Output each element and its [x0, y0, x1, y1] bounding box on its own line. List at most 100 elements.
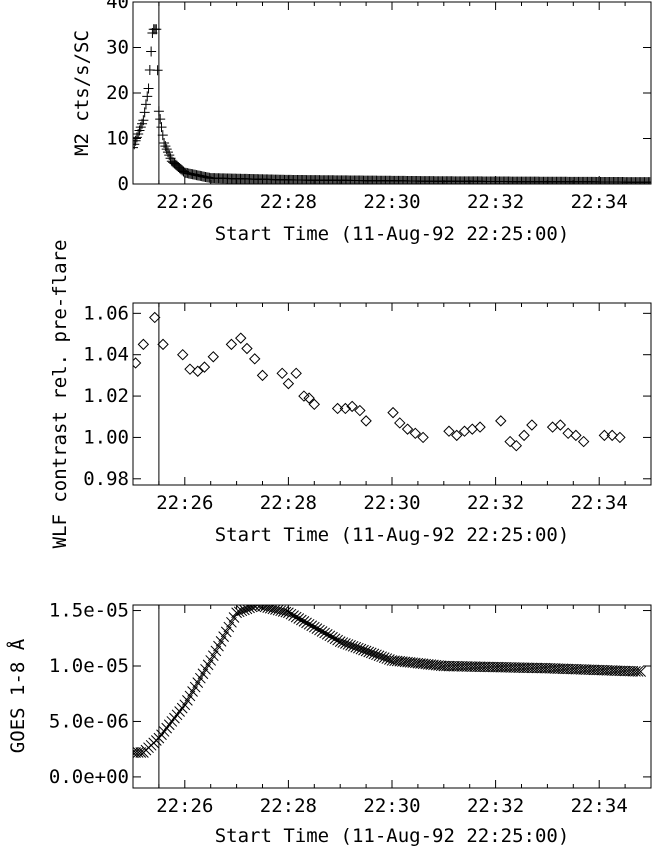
- data-point: [417, 431, 429, 444]
- data-point: [249, 353, 261, 365]
- x-tick-label: 22:34: [571, 492, 628, 514]
- data-point: [174, 706, 185, 717]
- data-point: [184, 363, 196, 375]
- data-point: [207, 351, 219, 363]
- data-point: [632, 666, 644, 677]
- data-point: [565, 663, 577, 675]
- data-point: [177, 348, 189, 361]
- data-point: [601, 664, 613, 676]
- data-point: [485, 661, 496, 673]
- y-axis-title: GOES 1-8 Å: [6, 638, 29, 753]
- data-point: [604, 665, 615, 676]
- x-tick-label: 22:34: [571, 795, 628, 817]
- data-point: [387, 406, 399, 419]
- data-point: [354, 404, 366, 417]
- data-point: [256, 369, 269, 382]
- data-point: [479, 661, 491, 673]
- data-point: [498, 661, 509, 673]
- data-point: [622, 665, 634, 677]
- data-point: [630, 666, 641, 677]
- y-axis-title: M2 cts/s/SC: [71, 30, 93, 156]
- y-tick-label: 30: [106, 37, 129, 59]
- data-point: [329, 633, 341, 645]
- data-point: [360, 415, 372, 427]
- data-point: [624, 665, 636, 677]
- data-point: [133, 747, 139, 758]
- data-point: [534, 662, 545, 674]
- data-point: [135, 747, 147, 758]
- data-point: [241, 342, 253, 355]
- data-point: [282, 377, 295, 390]
- data-point: [332, 634, 343, 646]
- data-point: [552, 663, 564, 674]
- data-point: [570, 429, 582, 442]
- x-tick-label: 22:28: [260, 191, 317, 213]
- data-point: [453, 660, 465, 672]
- data-point: [198, 361, 211, 373]
- y-tick-label: 1.5e-05: [49, 600, 129, 622]
- data-point: [609, 665, 621, 676]
- data-point: [577, 435, 590, 448]
- data-points: [133, 311, 626, 452]
- data-point: [401, 423, 414, 435]
- data-point: [283, 607, 294, 619]
- x-axis-title: Start Time (11-Aug-92 22:25:00): [215, 223, 570, 245]
- x-axis-title: Start Time (11-Aug-92 22:25:00): [215, 825, 570, 847]
- x-tick-label: 22:32: [467, 795, 524, 817]
- data-point: [301, 617, 312, 629]
- data-point: [547, 663, 558, 674]
- x-tick-label: 22:34: [571, 191, 628, 213]
- data-point: [443, 425, 455, 437]
- data-point: [562, 663, 574, 675]
- m2-count-rate-panel: 22:26 22:28 22:30 22:32 22:34 0 10 20 30 40 Star…: [71, 0, 652, 245]
- data-point: [526, 662, 538, 674]
- data-point: [161, 722, 173, 734]
- data-point: [438, 660, 450, 672]
- data-point: [617, 665, 628, 677]
- data-point: [586, 664, 597, 676]
- y-tick-label: 0.0e+00: [49, 766, 129, 788]
- data-point: [177, 165, 188, 176]
- data-point: [599, 664, 610, 676]
- data-point: [146, 46, 157, 57]
- data-point: [303, 618, 315, 630]
- data-point: [518, 662, 530, 674]
- data-point: [303, 392, 315, 404]
- data-point: [567, 663, 579, 675]
- data-point: [505, 662, 517, 673]
- data-point: [508, 662, 520, 673]
- data-point: [646, 177, 651, 184]
- data-point: [490, 661, 501, 673]
- data-point: [573, 663, 584, 675]
- data-point: [596, 664, 608, 676]
- data-point: [171, 709, 183, 721]
- data-point: [591, 664, 602, 676]
- y-axis: 0.98 1.00 1.02 1.04 1.06: [83, 302, 651, 490]
- data-point: [495, 661, 507, 673]
- y-tick-label: 1.02: [83, 385, 129, 407]
- data-point: [554, 663, 566, 675]
- data-point: [523, 662, 535, 674]
- data-point: [614, 665, 626, 677]
- plot-frame: [132, 604, 652, 789]
- data-point: [521, 662, 533, 674]
- data-point: [529, 662, 540, 674]
- data-point: [482, 661, 494, 673]
- data-point: [163, 719, 175, 731]
- data-point: [513, 662, 525, 673]
- data-point: [394, 417, 406, 429]
- data-point: [459, 661, 470, 672]
- data-point: [225, 338, 238, 351]
- data-point: [549, 663, 561, 674]
- data-point: [133, 142, 138, 153]
- data-point: [290, 367, 302, 380]
- data-point: [166, 716, 178, 727]
- data-point: [235, 332, 247, 344]
- y-axis: 0.0e+00 5.0e-06 1.0e-05 1.5e-05: [49, 600, 651, 788]
- data-point: [606, 429, 618, 442]
- x-tick-label: 22:26: [156, 191, 213, 213]
- data-point: [516, 662, 527, 674]
- data-point: [557, 663, 569, 675]
- data-point: [311, 623, 323, 634]
- x-tick-label: 22:26: [156, 795, 213, 817]
